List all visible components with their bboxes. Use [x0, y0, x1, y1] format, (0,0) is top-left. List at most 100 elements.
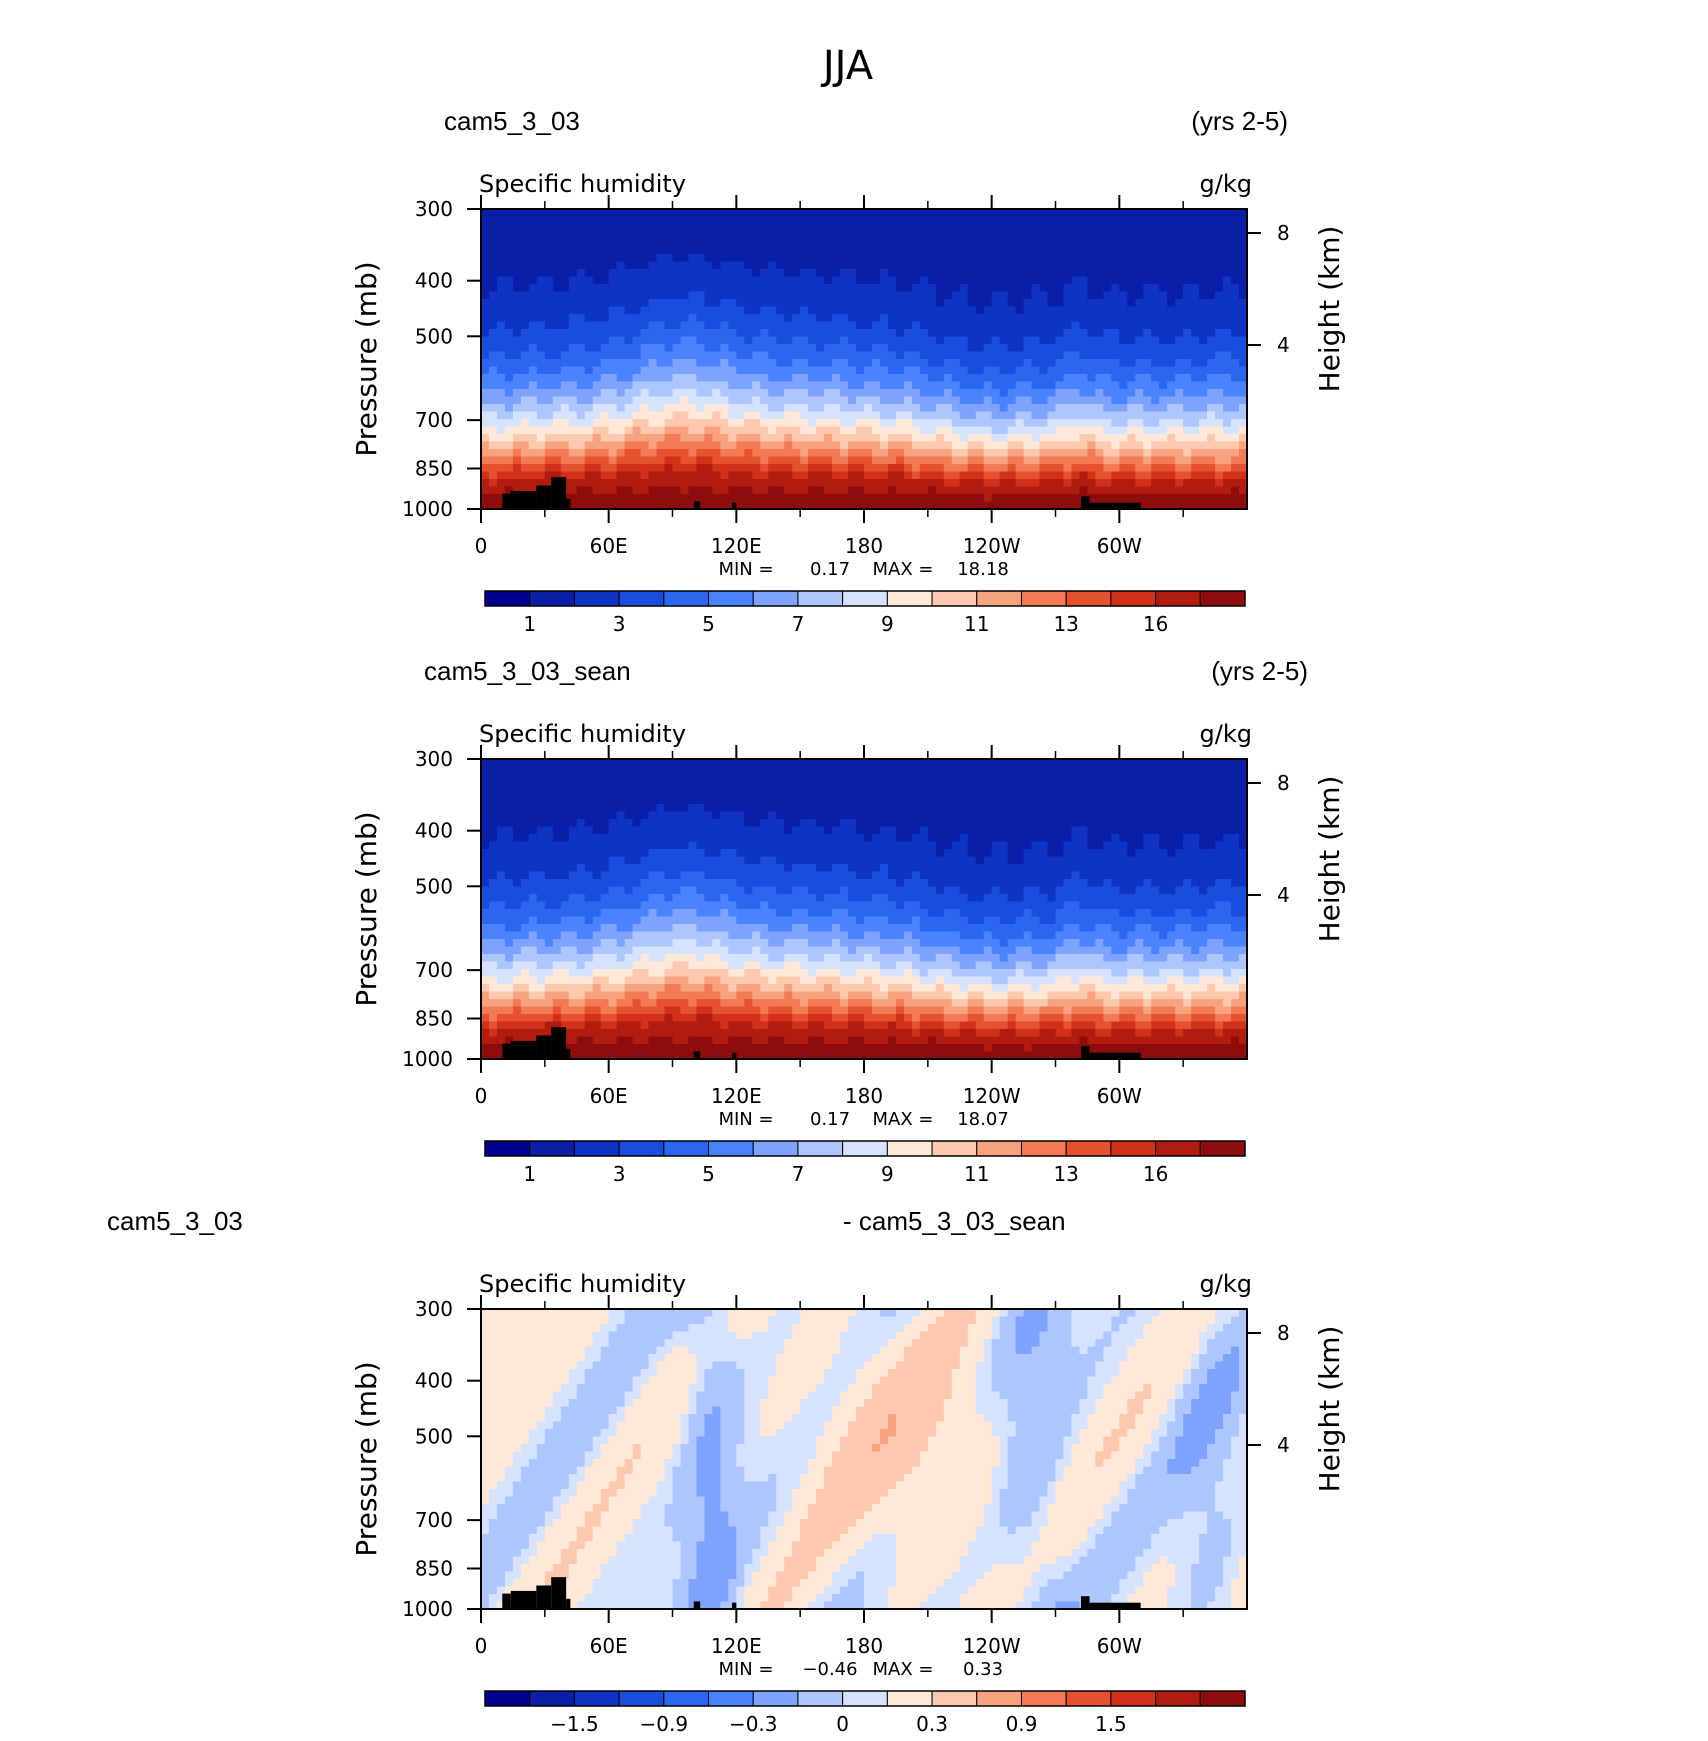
field-cell	[919, 306, 929, 315]
field-cell	[760, 479, 769, 488]
field-cell	[1127, 796, 1136, 805]
field-cell	[664, 501, 674, 510]
field-cell	[504, 359, 514, 368]
field-cell	[688, 456, 698, 465]
contour-field	[481, 759, 1248, 1060]
field-cell	[512, 359, 522, 368]
field-cell	[967, 224, 977, 233]
field-cell	[632, 479, 642, 488]
field-cell	[752, 321, 761, 330]
field-cell	[568, 796, 578, 805]
field-cell	[664, 269, 674, 278]
field-cell	[1023, 426, 1033, 435]
field-cell	[1071, 366, 1081, 375]
field-cell	[816, 834, 825, 843]
field-cell	[1039, 811, 1049, 820]
field-cell	[887, 419, 897, 428]
field-cell	[935, 351, 945, 360]
field-cell	[911, 276, 921, 285]
field-cell	[504, 781, 514, 790]
field-cell	[1047, 826, 1057, 835]
field-cell	[1039, 381, 1049, 390]
field-cell	[520, 381, 530, 390]
field-cell	[672, 804, 682, 813]
field-cell	[895, 269, 905, 278]
field-cell	[664, 826, 674, 835]
field-cell	[951, 834, 961, 843]
field-cell	[760, 789, 769, 798]
field-cell	[983, 246, 993, 255]
field-cell	[576, 216, 586, 225]
field-cell	[1031, 471, 1041, 480]
field-cell	[584, 344, 594, 353]
field-cell	[624, 774, 634, 783]
field-cell	[608, 314, 618, 323]
field-cell	[632, 359, 642, 368]
field-cell	[1071, 796, 1081, 805]
field-cell	[816, 796, 825, 805]
field-cell	[1047, 216, 1057, 225]
field-cell	[560, 774, 570, 783]
field-cell	[792, 366, 801, 375]
field-cell	[784, 291, 793, 300]
field-cell	[736, 471, 745, 480]
field-cell	[712, 374, 721, 383]
field-cell	[584, 494, 594, 503]
field-cell	[1175, 329, 1184, 338]
field-cell	[895, 471, 905, 480]
field-cell	[1183, 434, 1192, 443]
field-cell	[512, 796, 522, 805]
field-cell	[1095, 276, 1104, 285]
field-cell	[824, 834, 833, 843]
field-cell	[760, 239, 769, 248]
field-cell	[544, 759, 554, 768]
field-cell	[512, 254, 522, 263]
field-cell	[1055, 449, 1065, 458]
field-cell	[1159, 261, 1168, 270]
field-cell	[1191, 464, 1200, 473]
field-cell	[632, 269, 642, 278]
field-cell	[784, 261, 793, 270]
field-cell	[504, 291, 514, 300]
field-cell	[544, 411, 554, 420]
field-cell	[840, 781, 849, 790]
field-cell	[728, 456, 737, 465]
field-cell	[600, 284, 610, 293]
field-cell	[1239, 811, 1248, 820]
field-cell	[800, 321, 809, 330]
field-cell	[736, 381, 745, 390]
field-cell	[935, 759, 945, 768]
field-cell	[1103, 826, 1112, 835]
field-cell	[664, 494, 674, 503]
field-cell	[488, 759, 498, 768]
field-cell	[1239, 269, 1248, 278]
field-cell	[895, 284, 905, 293]
field-cell	[1167, 426, 1176, 435]
field-cell	[568, 434, 578, 443]
field-cell	[903, 766, 913, 775]
field-cell	[1143, 329, 1152, 338]
field-cell	[504, 381, 514, 390]
field-cell	[1215, 766, 1224, 775]
field-cell	[792, 404, 801, 413]
field-cell	[704, 381, 713, 390]
field-cell	[991, 366, 1001, 375]
field-cell	[1063, 789, 1073, 798]
field-cell	[1215, 501, 1224, 510]
field-cell	[720, 314, 729, 323]
field-cell	[1015, 834, 1025, 843]
field-cell	[1055, 441, 1065, 450]
field-cell	[688, 501, 698, 510]
field-cell	[903, 781, 913, 790]
field-cell	[959, 216, 969, 225]
field-cell	[512, 464, 522, 473]
field-cell	[943, 759, 953, 768]
field-cell	[784, 449, 793, 458]
field-cell	[959, 434, 969, 443]
field-cell	[760, 381, 769, 390]
field-cell	[600, 426, 610, 435]
field-cell	[1071, 336, 1081, 345]
field-cell	[1151, 224, 1160, 233]
field-cell	[919, 224, 929, 233]
field-cell	[1127, 426, 1136, 435]
